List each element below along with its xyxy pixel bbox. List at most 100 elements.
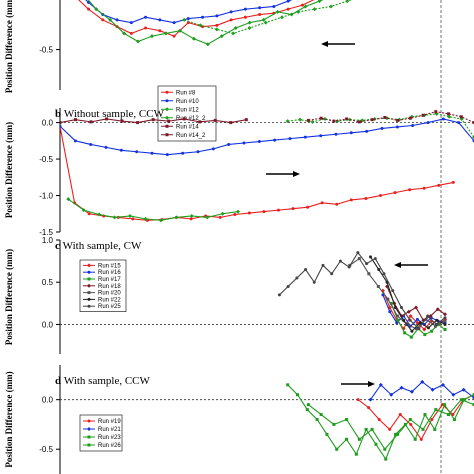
series-run-12-2 <box>182 0 353 36</box>
legend-label: Run #12_2 <box>176 116 206 122</box>
data-point <box>205 42 210 47</box>
data-point <box>247 26 252 31</box>
legend-marker <box>165 99 169 103</box>
data-point <box>378 382 383 387</box>
data-point <box>370 118 374 122</box>
data-point <box>368 397 373 402</box>
data-point <box>236 209 241 214</box>
data-point <box>345 117 349 121</box>
legend-marker <box>165 133 169 137</box>
data-point <box>198 120 202 124</box>
arrow-head <box>321 41 328 47</box>
arrow-head <box>293 171 300 177</box>
series-line <box>60 126 454 221</box>
data-point <box>165 153 169 157</box>
data-point <box>409 389 414 394</box>
legend: Run #8 Run #10 Run #12 Run #12_2 Run #14 Run … <box>157 85 217 142</box>
data-point <box>406 309 411 314</box>
legend-marker <box>87 427 91 431</box>
data-point <box>423 413 427 417</box>
panel-title-text: Without sample, CCW <box>64 108 165 120</box>
legend-item: Run #15 <box>83 263 121 269</box>
data-point <box>345 0 350 4</box>
data-point <box>388 310 392 314</box>
legend-label: Run #15 <box>98 263 121 269</box>
y-tick-label: 0.0 <box>42 119 54 128</box>
series-run-14-2 <box>306 110 474 125</box>
data-point <box>306 403 310 407</box>
data-point <box>325 432 329 436</box>
data-point <box>182 17 187 22</box>
data-point <box>186 17 190 21</box>
plot-area <box>277 251 448 339</box>
data-point <box>89 142 93 146</box>
data-point <box>243 15 247 19</box>
series-run-26 <box>306 398 474 451</box>
data-point <box>459 398 463 402</box>
legend-label: Run #10 <box>176 99 199 105</box>
series-line <box>287 384 474 461</box>
y-tick-label: 0.0 <box>42 320 54 329</box>
data-point <box>135 150 139 154</box>
data-point <box>328 4 333 9</box>
data-point <box>396 432 400 436</box>
y-tick-label: 0.5 <box>42 278 54 287</box>
data-point <box>191 36 196 41</box>
data-point <box>97 212 102 217</box>
legend-item: Run #21 <box>83 427 121 433</box>
panel-letter: c <box>55 240 63 252</box>
data-point <box>220 211 225 216</box>
legend-item: Run #23 <box>83 435 121 441</box>
data-point <box>319 116 323 120</box>
y-axis-label: Position Difference (mm) <box>4 122 14 218</box>
data-point <box>332 422 336 426</box>
data-point <box>286 383 290 387</box>
data-point <box>393 306 397 310</box>
data-point <box>143 216 148 221</box>
data-point <box>434 322 438 326</box>
legend-label: Run #18 <box>98 284 121 290</box>
y-tick-label: -0.5 <box>39 155 53 164</box>
series-line <box>67 198 239 221</box>
legend-label: Run #19 <box>98 419 121 425</box>
data-point <box>434 408 438 412</box>
data-point <box>421 113 425 117</box>
data-point <box>89 120 93 124</box>
data-point <box>402 318 406 322</box>
y-axis-label: Position Difference (mm) <box>4 249 14 345</box>
legend-marker <box>165 90 169 94</box>
data-point <box>408 314 413 318</box>
data-point <box>472 121 474 125</box>
series-line <box>60 118 474 156</box>
y-tick-label: -0.5 <box>39 46 53 55</box>
data-point <box>286 0 290 3</box>
panel-title-text: With sample, CCW <box>64 375 151 387</box>
series-line <box>78 0 315 37</box>
data-point <box>447 114 452 119</box>
legend-label: Run #20 <box>98 291 121 297</box>
data-point <box>227 142 231 146</box>
data-point <box>272 4 276 8</box>
data-point <box>214 27 219 32</box>
data-point <box>364 196 368 200</box>
legend-marker <box>87 277 91 281</box>
legend-label: Run #8 <box>176 90 196 96</box>
data-point <box>158 18 162 22</box>
legend-marker <box>165 115 169 120</box>
data-point <box>472 403 474 407</box>
data-point <box>182 117 186 121</box>
data-point <box>410 329 414 333</box>
panel-b: 0.0 -0.5 -1.0 -1.5 Position Difference (mm) b… <box>4 108 474 237</box>
data-point <box>129 21 133 25</box>
data-point <box>440 382 445 387</box>
data-point <box>296 393 300 397</box>
data-point <box>356 398 360 402</box>
legend-marker <box>165 124 169 128</box>
data-point <box>303 135 307 139</box>
data-point <box>376 284 380 288</box>
data-point <box>415 320 420 325</box>
data-point <box>426 326 430 330</box>
data-point <box>383 447 387 451</box>
series-line <box>382 294 446 327</box>
